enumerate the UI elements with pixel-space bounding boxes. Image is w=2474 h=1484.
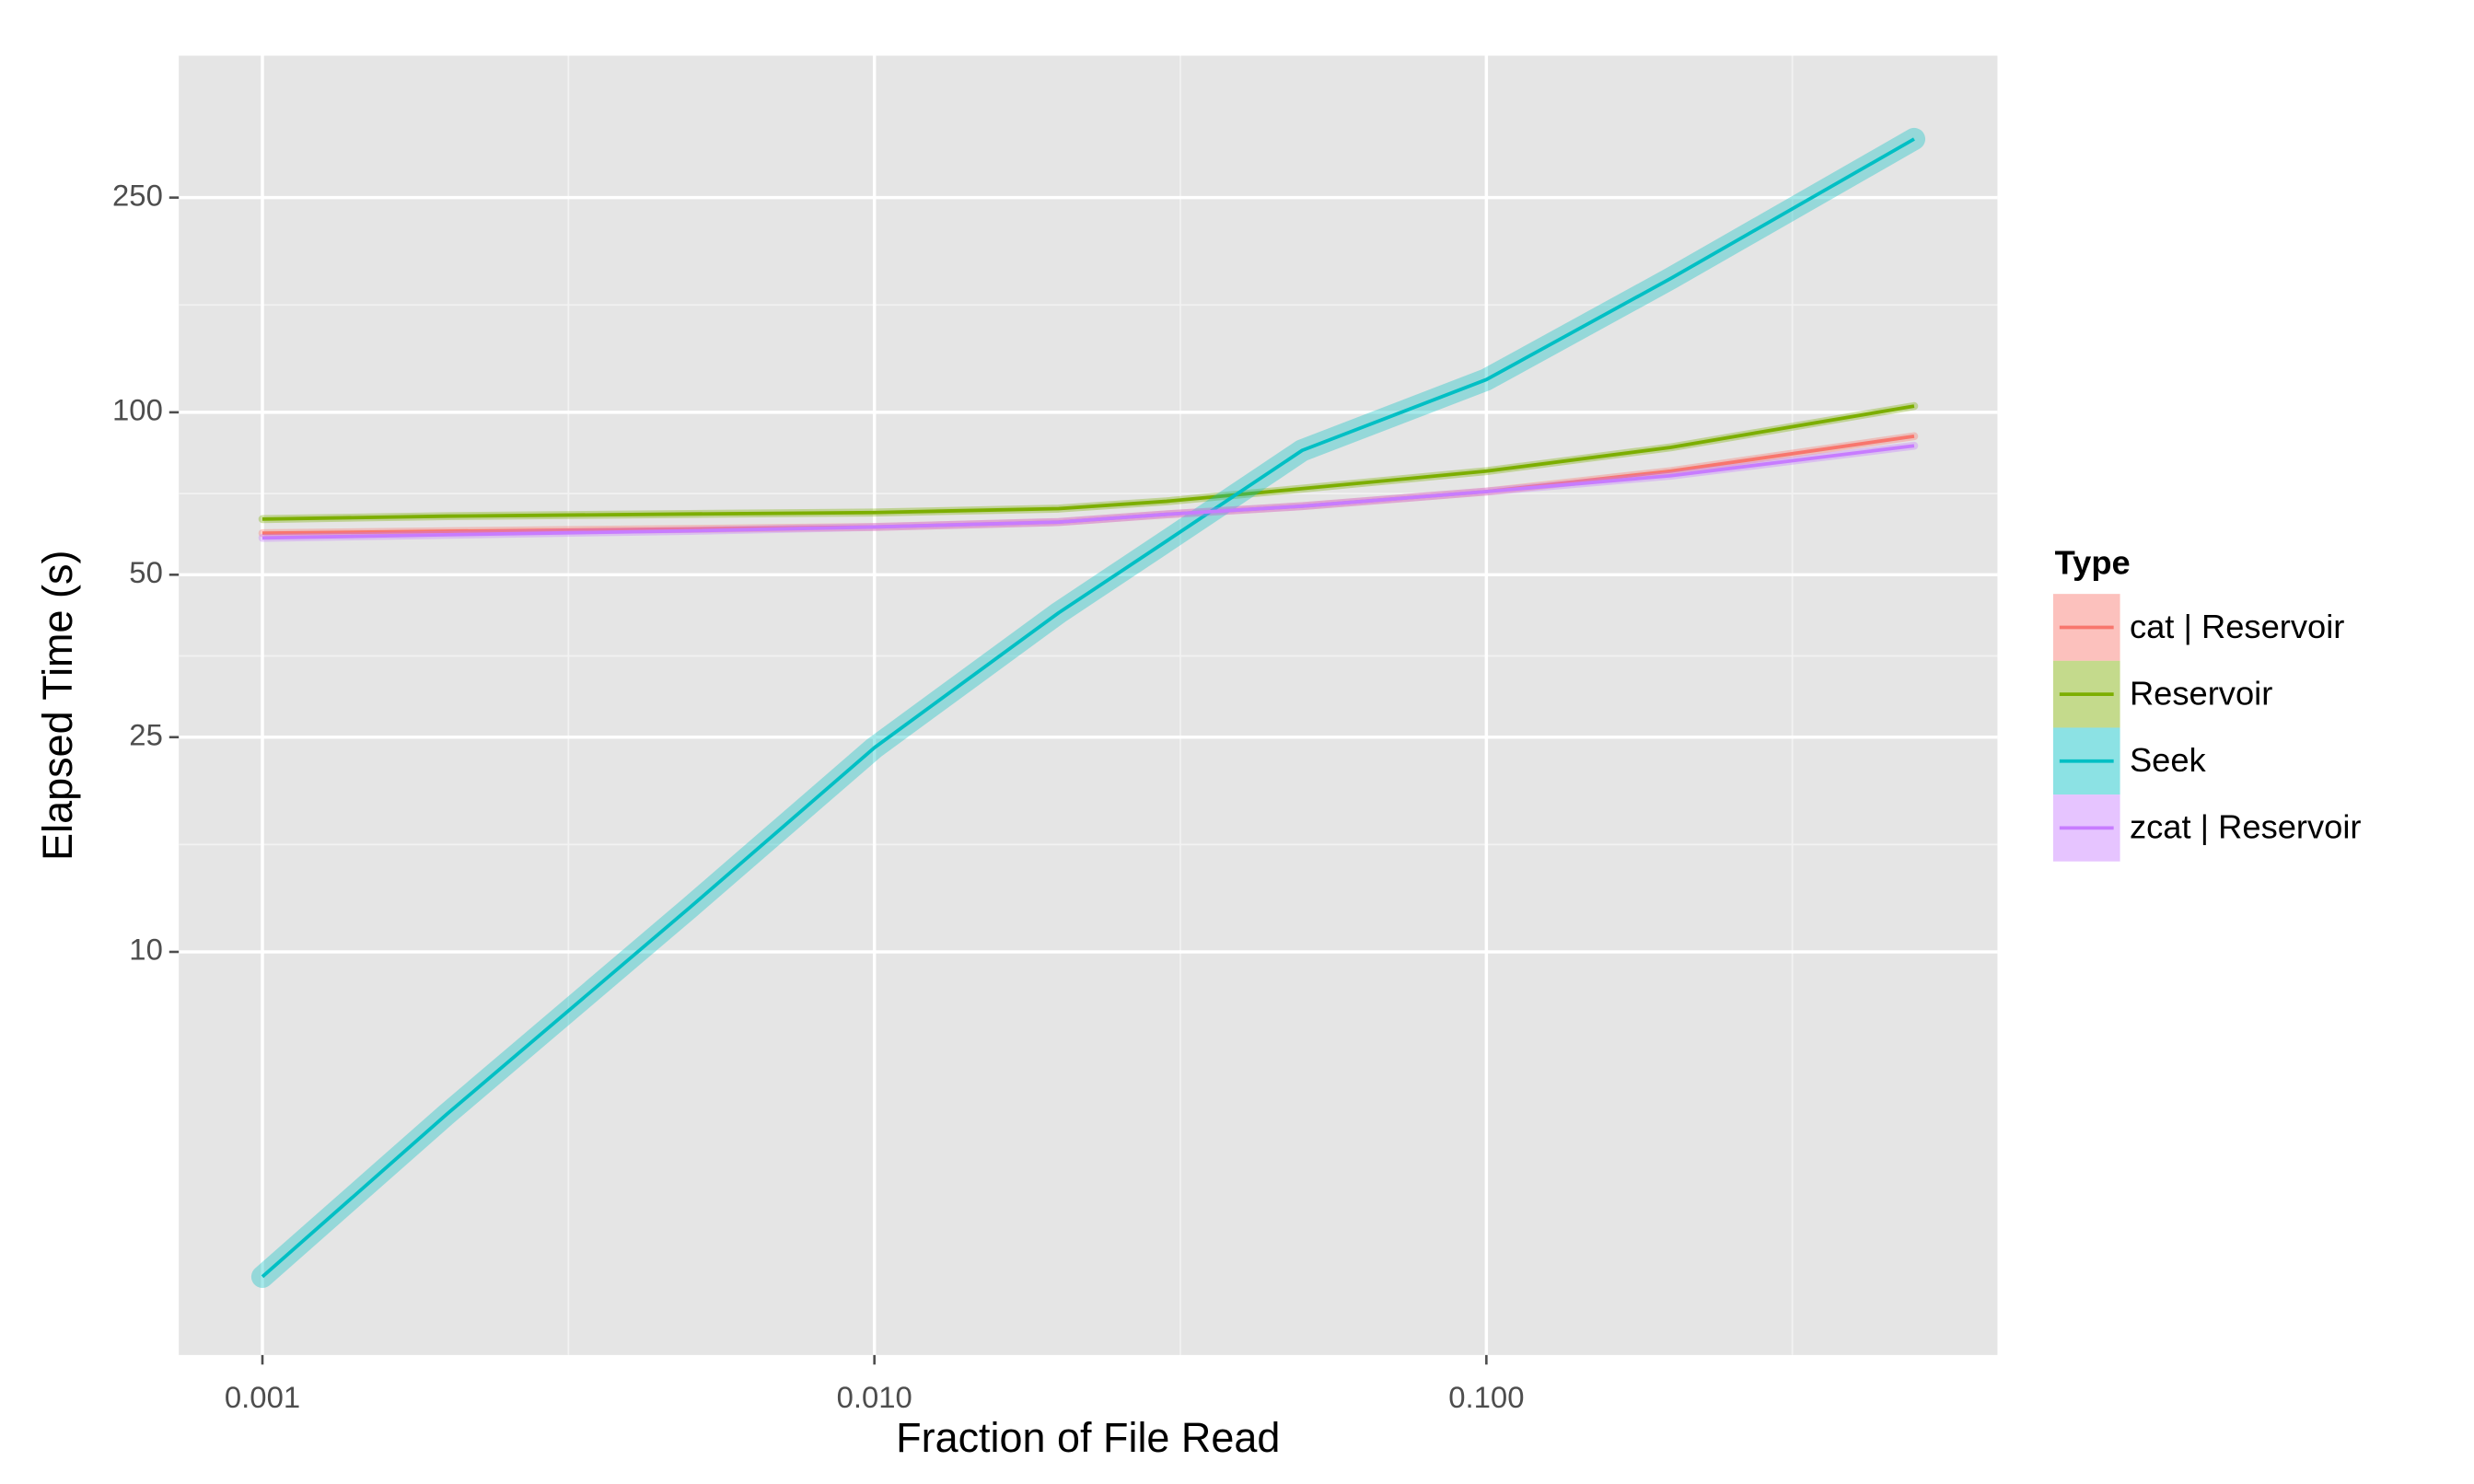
x-tick-label: 0.001	[225, 1380, 300, 1414]
legend-label: Seek	[2130, 741, 2207, 779]
y-tick-label: 250	[112, 178, 163, 212]
legend-title: Type	[2055, 544, 2131, 582]
y-tick-label: 10	[129, 933, 163, 967]
y-tick-label: 100	[112, 393, 163, 427]
x-tick-label: 0.010	[837, 1380, 912, 1414]
legend-label: cat | Reservoir	[2130, 608, 2344, 645]
x-axis-title: Fraction of File Read	[896, 1414, 1280, 1461]
y-tick-label: 50	[129, 555, 163, 589]
x-tick-label: 0.100	[1448, 1380, 1524, 1414]
legend-label: zcat | Reservoir	[2130, 808, 2362, 846]
line	[261, 444, 1915, 540]
y-axis-title: Elapsed Time (s)	[34, 551, 81, 861]
y-tick-label: 25	[129, 717, 163, 751]
plot-panel	[179, 55, 1998, 1355]
legend-label: Reservoir	[2130, 674, 2272, 712]
line	[261, 137, 1915, 1279]
line	[261, 404, 1915, 521]
